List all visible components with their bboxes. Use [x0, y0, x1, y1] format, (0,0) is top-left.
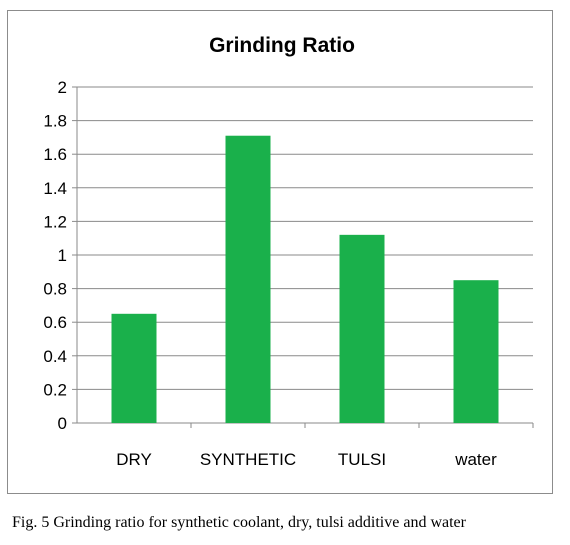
chart-title: Grinding Ratio [209, 34, 355, 57]
x-category-label: SYNTHETIC [200, 450, 296, 469]
bar-tulsi [339, 234, 385, 423]
axes [76, 87, 534, 428]
y-tick-label: 1.8 [43, 112, 67, 131]
y-tick-label: 1.4 [43, 179, 67, 198]
y-tick-label: 0 [58, 414, 67, 433]
y-tick-label: 2 [58, 78, 67, 97]
x-category-label: water [454, 450, 497, 469]
y-tick-label: 1.2 [43, 212, 67, 231]
y-tick-label: 0.4 [43, 347, 67, 366]
bar-synthetic [225, 135, 271, 423]
y-tick-label: 1.6 [43, 145, 67, 164]
y-tick-labels: 0 0.2 0.4 0.6 0.8 1 1.2 1.4 1.6 1.8 2 [43, 78, 67, 433]
x-category-label: DRY [116, 450, 152, 469]
y-tick-label: 0.6 [43, 313, 67, 332]
y-tick-label: 0.8 [43, 280, 67, 299]
x-category-label: TULSI [338, 450, 386, 469]
y-tick-label: 0.2 [43, 380, 67, 399]
y-tick-label: 1 [58, 246, 67, 265]
bar-dry [111, 313, 157, 423]
x-category-labels: DRY SYNTHETIC TULSI water [116, 450, 497, 469]
bars [111, 135, 499, 423]
figure-caption: Fig. 5 Grinding ratio for synthetic cool… [12, 514, 466, 531]
bar-water [453, 280, 499, 423]
